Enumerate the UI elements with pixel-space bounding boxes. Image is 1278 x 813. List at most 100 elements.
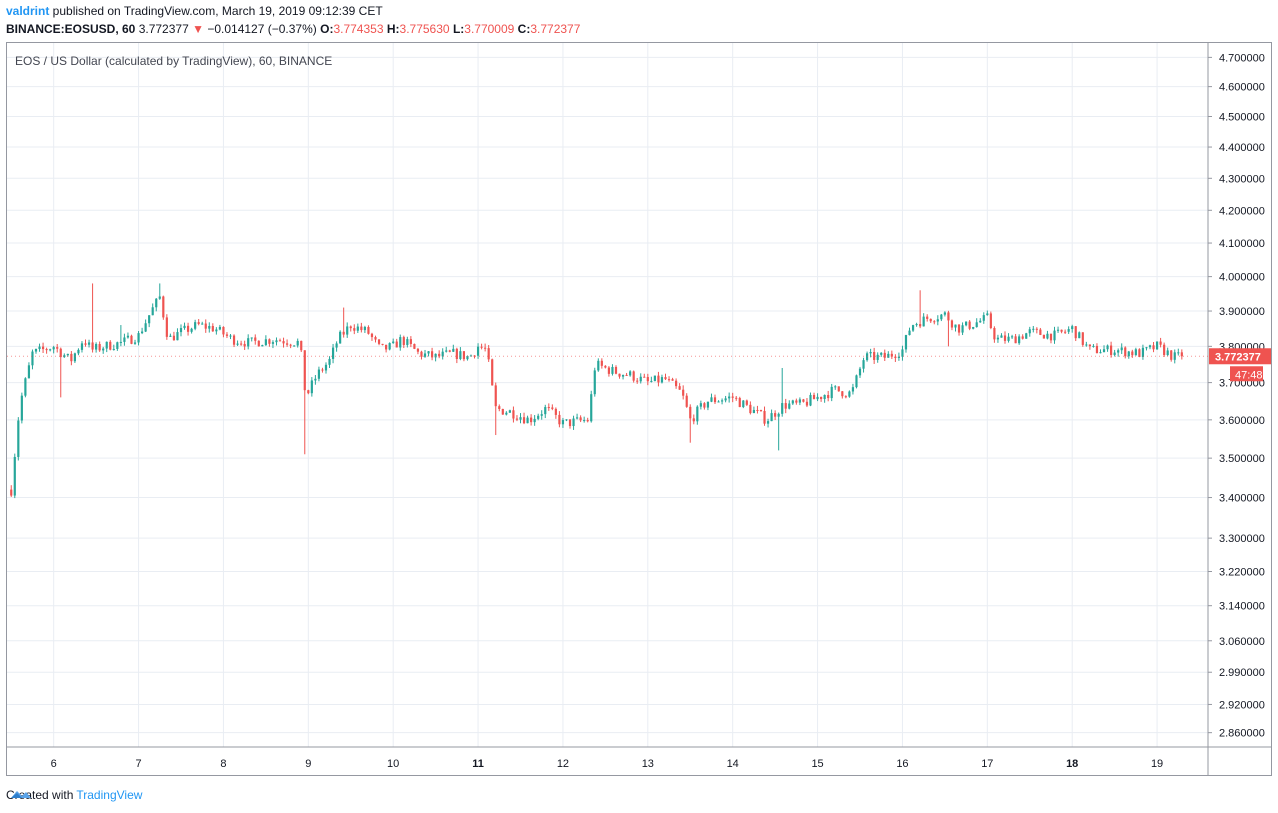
last-price-label: 3.772377 — [1215, 351, 1261, 363]
candle-body — [742, 400, 745, 408]
y-tick-label: 3.060000 — [1219, 636, 1265, 648]
candle-body — [445, 350, 448, 352]
candle-body — [1166, 350, 1169, 355]
candle-body — [498, 406, 501, 409]
y-tick-label: 3.400000 — [1219, 493, 1265, 505]
candle-body — [802, 399, 805, 402]
candle-body — [264, 339, 267, 346]
candle-body — [1127, 351, 1130, 357]
candle-body — [102, 348, 105, 351]
tradingview-link[interactable]: TradingView — [76, 788, 143, 802]
candle-body — [904, 335, 908, 350]
x-tick-label: 8 — [220, 758, 226, 770]
candle-body — [438, 353, 441, 357]
candle-body — [558, 414, 561, 425]
candle-body — [293, 345, 296, 347]
candle-body — [639, 376, 642, 382]
candle-body — [116, 342, 119, 349]
candle-body — [317, 369, 321, 379]
y-tick-label: 2.920000 — [1219, 699, 1265, 711]
candle-body — [250, 337, 253, 339]
x-tick-label: 15 — [811, 758, 823, 770]
candle-body — [1155, 341, 1159, 350]
x-tick-label: 7 — [135, 758, 141, 770]
candle-body — [310, 380, 313, 394]
candle-body — [91, 342, 94, 350]
candle-body — [795, 400, 798, 403]
y-tick-label: 4.400000 — [1219, 142, 1265, 154]
candle-body — [968, 321, 971, 329]
candle-body — [409, 339, 412, 344]
candle-body — [402, 337, 405, 345]
candle-body — [169, 335, 172, 337]
candle-body — [190, 328, 193, 332]
candle-body — [56, 347, 59, 349]
candle-body — [551, 407, 554, 409]
candle-body — [80, 343, 84, 350]
candle-body — [855, 375, 858, 388]
candle-body — [830, 386, 833, 399]
candle-body — [1138, 349, 1141, 357]
candle-body — [353, 328, 356, 331]
candle-body — [1028, 329, 1031, 334]
candle-body — [579, 417, 582, 421]
candle-body — [385, 344, 388, 350]
candle-body — [208, 325, 211, 329]
candle-body — [636, 380, 639, 382]
candle-body — [49, 349, 52, 351]
candle-body — [583, 420, 586, 422]
candle-body — [1067, 329, 1070, 332]
candle-body — [678, 386, 681, 390]
tradingview-logo-icon — [11, 791, 31, 798]
author-link[interactable]: valdrint — [6, 4, 50, 18]
candle-body — [423, 353, 427, 357]
candle-body — [1148, 345, 1152, 348]
candle-body — [356, 326, 359, 331]
candle-body — [664, 377, 667, 380]
candle-body — [993, 328, 996, 340]
candle-body — [491, 359, 494, 386]
candle-body — [805, 401, 809, 406]
candle-body — [1000, 335, 1003, 338]
candle-body — [887, 353, 890, 358]
candle-body — [95, 344, 98, 350]
candle-body — [508, 410, 511, 413]
candle-body — [1106, 345, 1109, 350]
candle-body — [515, 418, 519, 420]
candle-body — [215, 329, 218, 332]
last-price-label-bg — [1209, 348, 1271, 365]
candle-body — [1131, 351, 1134, 356]
high-value: 3.775630 — [399, 22, 450, 36]
candle-body — [289, 344, 292, 346]
candle-body — [1117, 350, 1120, 353]
candle-body — [530, 417, 533, 423]
candle-body — [427, 351, 430, 354]
x-tick-label: 16 — [896, 758, 908, 770]
candle-body — [979, 320, 982, 323]
y-tick-label: 4.000000 — [1219, 272, 1265, 284]
candle-body — [240, 343, 243, 345]
candle-body — [98, 344, 101, 351]
candle-body — [377, 339, 381, 344]
candle-body — [766, 421, 770, 424]
y-tick-label: 2.860000 — [1219, 728, 1265, 740]
candle-body — [996, 337, 1000, 340]
candle-body — [434, 353, 437, 358]
candle-body — [621, 374, 625, 377]
y-tick-label: 4.200000 — [1219, 205, 1265, 217]
candle-body — [158, 296, 161, 299]
candle-body — [519, 417, 522, 420]
candle-body — [1078, 332, 1081, 339]
candle-body — [1042, 334, 1046, 339]
open-label: O: — [320, 22, 334, 36]
candle-body — [692, 418, 695, 422]
candle-body — [1007, 336, 1010, 341]
candle-body — [696, 406, 699, 422]
candle-body — [38, 346, 41, 350]
candle-body — [303, 350, 306, 391]
candle-body — [1056, 329, 1060, 331]
chart-legend: EOS / US Dollar (calculated by TradingVi… — [15, 54, 333, 68]
candle-body — [1152, 345, 1155, 350]
candle-body — [544, 407, 547, 415]
